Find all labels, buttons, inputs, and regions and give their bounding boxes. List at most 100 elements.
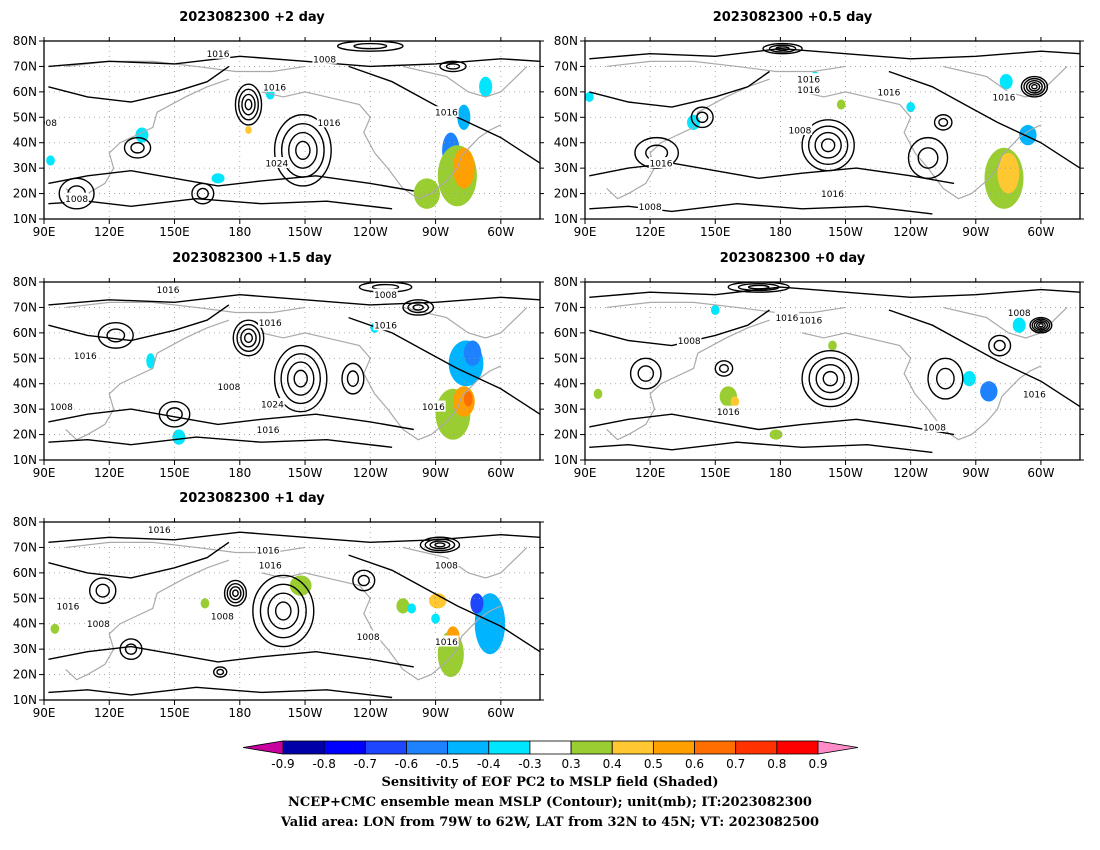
contour-label-bg — [155, 283, 181, 295]
contour-label-bg — [260, 398, 285, 410]
lat-tick-label: 40N — [13, 617, 37, 631]
contour-label: 1016 — [775, 314, 798, 324]
map-panel-1: 1016 1008 1016 1016 1016 1024 1008 008 202308230… — [13, 10, 544, 239]
lon-tick-label: 90E — [574, 466, 597, 480]
contour-label-bg — [434, 635, 459, 647]
lon-tick-label: 60W — [487, 225, 514, 239]
contour-label-bg — [434, 106, 459, 118]
contour-label-bg — [86, 617, 111, 629]
contour-label: 1008 — [211, 613, 234, 623]
lat-tick-label: 10N — [554, 453, 578, 467]
colorbar-tick-label: 0.5 — [644, 757, 663, 771]
map-panel-5: 1016 1016 1016 1008 1016 1008 1008 1008 1016 2023… — [13, 491, 544, 720]
lon-tick-label: 90W — [422, 225, 449, 239]
lon-tick-label: 120W — [353, 466, 388, 480]
panel-title: 2023082300 +0 day — [720, 251, 866, 266]
contour-label: 1016 — [435, 638, 458, 648]
contour-label-bg — [255, 423, 281, 435]
lat-tick-label: 10N — [13, 453, 37, 467]
lat-tick-label: 10N — [554, 212, 578, 226]
colorbar-swatch — [447, 740, 490, 755]
colorbar-lower-extend — [242, 740, 284, 755]
lon-tick-label: 150W — [288, 466, 323, 480]
lon-tick-label: 60W — [1027, 466, 1054, 480]
colorbar-swatch — [611, 740, 654, 755]
contour-label-bg — [796, 73, 821, 85]
contour-label: 1016 — [797, 86, 820, 96]
lon-tick-label: 120W — [893, 225, 928, 239]
contour-label: 1016 — [717, 408, 740, 418]
contour-label: 1016 — [259, 562, 282, 572]
lat-tick-label: 70N — [13, 540, 37, 554]
lat-tick-label: 40N — [13, 377, 37, 391]
lat-tick-label: 70N — [13, 300, 37, 314]
lat-tick-label: 80N — [554, 34, 578, 48]
contour-label-bg — [255, 543, 281, 555]
contour-label: 1024 — [265, 160, 288, 170]
colorbar-tick-label: 0.6 — [685, 757, 704, 771]
lon-tick-label: 90W — [962, 466, 989, 480]
contour-label: 1008 — [1008, 309, 1031, 319]
lon-tick-label: 180 — [769, 225, 792, 239]
lat-tick-label: 30N — [554, 402, 578, 416]
colorbar-swatch — [406, 740, 449, 755]
lat-tick-label: 80N — [13, 515, 37, 529]
contour-label-bg — [55, 599, 81, 611]
lon-tick-label: 150E — [159, 225, 190, 239]
lon-tick-label: 180 — [228, 706, 251, 720]
contour-label-bg — [421, 400, 446, 412]
lon-tick-label: 90W — [422, 706, 449, 720]
mslp-contours — [48, 531, 540, 699]
contour-label: 1008 — [923, 423, 946, 433]
lon-tick-label: 150E — [700, 466, 731, 480]
lon-tick-label: 180 — [228, 466, 251, 480]
contour-label-bg — [1022, 387, 1047, 399]
contour-label-bg — [262, 80, 287, 92]
lon-tick-label: 150W — [288, 225, 323, 239]
lat-tick-label: 20N — [13, 187, 37, 201]
panel-title: 2023082300 +1 day — [179, 491, 325, 506]
shading-blob-5 — [463, 391, 473, 407]
lat-tick-label: 40N — [554, 136, 578, 150]
lat-tick-label: 40N — [554, 377, 578, 391]
caption-line-3: Valid area: LON from 79W to 62W, LAT fro… — [280, 815, 820, 830]
contour-label: 1008 — [374, 291, 397, 301]
lat-tick-label: 30N — [554, 161, 578, 175]
contour-label: 1008 — [313, 55, 336, 65]
lon-tick-label: 150W — [828, 225, 863, 239]
contour-label-bg — [922, 420, 947, 432]
shading-blob-2 — [962, 371, 976, 387]
caption-line-1: Sensitivity of EOF PC2 to MSLP field (Sh… — [381, 775, 719, 790]
colorbar: -0.9 -0.8 -0.7 -0.6 -0.5 -0.4 -0.3 0.3 0.4 0.5 0.6… — [242, 740, 859, 771]
shading-blob-7 — [396, 598, 410, 614]
contour-label: 1016 — [257, 426, 280, 436]
shading-blob-2 — [997, 152, 1020, 194]
lat-tick-label: 60N — [13, 566, 37, 580]
contour-label: 008 — [40, 119, 57, 129]
lon-tick-label: 120W — [353, 706, 388, 720]
contour-label-bg — [774, 311, 800, 323]
shading-blob-3 — [1019, 124, 1037, 146]
shading-blob-6 — [769, 429, 783, 440]
panel-title: 2023082300 +0.5 day — [713, 10, 873, 25]
contour-label: 1008 — [65, 195, 88, 205]
map-panel-3: 1016 1008 1016 1016 1016 1008 1024 1016 1016 1008… — [13, 251, 544, 480]
contour-label: 1016 — [993, 93, 1016, 103]
lon-tick-label: 120E — [94, 225, 125, 239]
contour-label-bg — [648, 157, 674, 169]
lat-tick-label: 20N — [13, 668, 37, 682]
lon-tick-label: 180 — [228, 225, 251, 239]
lon-tick-label: 120E — [635, 225, 666, 239]
lon-tick-label: 120W — [353, 225, 388, 239]
colorbar-upper-extend — [817, 740, 859, 755]
contour-label-bg — [876, 85, 902, 97]
contour-label-bg — [64, 192, 89, 204]
contour-label-bg — [258, 316, 283, 328]
shading-blob-8 — [593, 388, 603, 399]
shading-blob-2 — [463, 340, 482, 366]
colorbar-tick-label: -0.6 — [395, 757, 418, 771]
contour-label: 1024 — [261, 401, 284, 411]
lon-tick-label: 90E — [33, 466, 56, 480]
